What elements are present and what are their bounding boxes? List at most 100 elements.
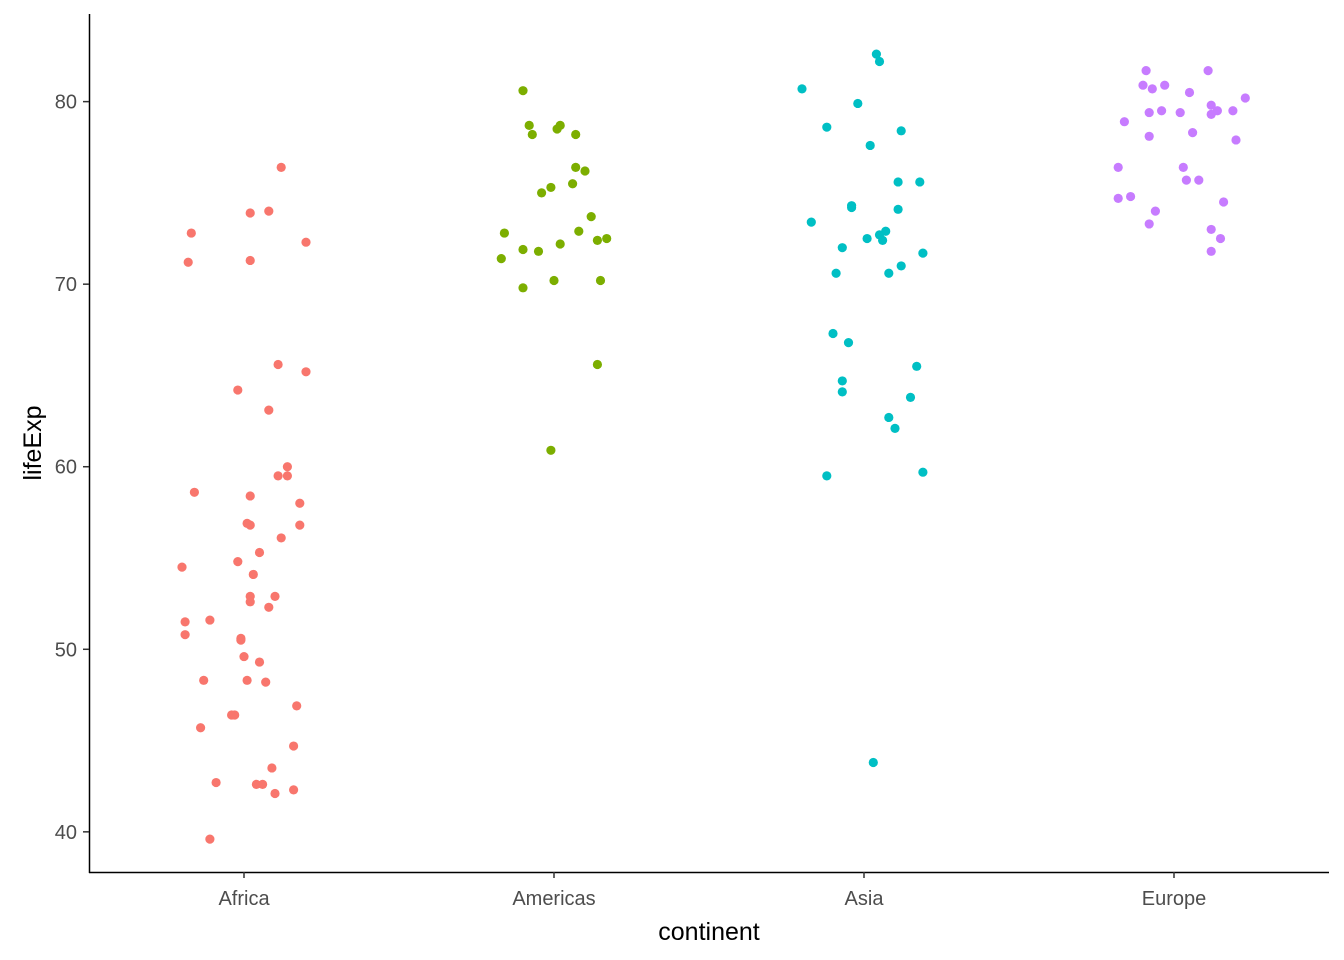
data-point-africa [258,779,268,789]
data-point-africa [177,562,187,572]
data-point-asia [878,235,888,245]
data-point-americas [574,226,584,236]
data-point-africa [211,777,221,788]
data-point-asia [912,361,922,371]
data-point-europe [1206,100,1216,110]
data-point-asia [893,177,903,187]
data-point-europe [1206,224,1216,235]
data-point-europe [1215,233,1226,244]
data-point-europe [1157,106,1167,116]
data-point-africa [301,237,311,247]
data-point-asia [915,177,925,187]
data-point-asia [853,98,863,109]
data-point-americas [499,228,509,238]
data-point-africa [245,208,255,218]
data-point-africa [267,763,277,773]
data-point-europe [1113,193,1123,203]
data-point-asia [843,337,854,348]
data-point-asia [896,126,906,136]
data-point-americas [580,166,590,176]
data-point-africa [264,602,274,612]
data-point-americas [592,359,603,370]
data-point-africa [295,498,305,508]
data-point-asia [862,233,872,244]
data-point-africa [282,462,292,472]
data-point-europe [1219,197,1229,207]
data-point-africa [270,591,280,601]
data-point-asia [874,56,885,67]
data-point-americas [527,129,537,140]
data-point-europe [1181,175,1191,185]
data-point-europe [1160,80,1170,90]
data-point-americas [546,182,556,193]
data-point-africa [289,785,299,795]
data-point-americas [518,86,528,96]
data-point-americas [537,188,547,198]
data-point-africa [273,359,283,370]
data-point-africa [230,710,240,720]
data-point-asia [822,471,832,481]
data-point-europe [1126,191,1136,202]
data-point-asia [905,392,916,402]
data-point-asia [797,84,807,94]
data-point-africa [270,788,280,799]
data-point-europe [1141,65,1151,76]
data-point-asia [871,49,882,59]
data-point-asia [837,243,847,253]
data-point-americas [496,254,506,264]
data-point-africa [245,597,255,607]
data-point-asia [918,248,928,258]
data-point-americas [518,244,528,255]
data-point-africa [236,635,246,645]
data-point-americas [533,246,544,256]
data-point-africa [301,367,311,377]
data-point-europe [1206,109,1216,120]
data-point-africa [273,471,283,481]
data-point-asia [837,387,847,397]
data-point-africa [233,385,243,395]
data-point-europe [1178,162,1188,172]
data-point-asia [806,217,816,227]
data-point-americas [568,179,578,189]
data-point-americas [518,283,528,293]
data-point-africa [196,723,206,733]
data-point-africa [245,255,255,266]
y-tick-label: 50 [55,639,77,661]
data-point-africa [180,617,190,627]
data-point-africa [292,701,302,711]
data-point-americas [555,239,565,249]
data-point-europe [1194,175,1204,185]
data-point-africa [199,675,209,685]
y-tick-label: 70 [55,274,77,296]
x-tick-label-americas: Americas [512,888,595,910]
data-point-africa [276,533,286,543]
data-point-europe [1175,107,1185,118]
data-point-europe [1184,87,1195,98]
data-point-asia [868,757,878,768]
data-point-americas [571,162,581,172]
data-point-americas [602,233,612,244]
data-point-africa [186,228,196,238]
data-point-asia [822,122,832,132]
data-point-asia [884,268,894,278]
data-point-europe [1203,65,1213,76]
data-point-americas [592,235,603,245]
data-point-asia [837,376,847,386]
data-point-asia [918,467,928,477]
data-point-africa [248,569,258,580]
data-point-africa [282,471,292,481]
y-ticks: 40 50 60 70 80 [55,92,89,844]
x-axis-title: continent [658,918,760,946]
data-point-americas [586,212,596,222]
data-point-africa [205,834,215,844]
points-layer [177,49,1250,844]
x-ticks: Africa Americas Asia Europe [218,872,1206,910]
data-point-africa [180,630,190,640]
data-point-europe [1150,206,1160,216]
x-tick-label-africa: Africa [218,888,270,910]
data-point-asia [896,261,906,271]
y-tick-label: 60 [55,457,77,479]
x-tick-label-europe: Europe [1142,888,1207,910]
data-point-europe [1144,107,1154,118]
